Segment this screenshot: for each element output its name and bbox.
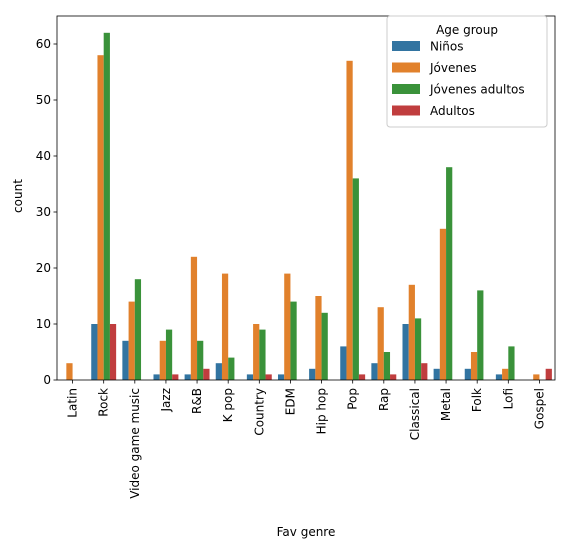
y-tick-label: 20 bbox=[36, 261, 51, 275]
bar bbox=[470, 352, 478, 380]
bar bbox=[197, 340, 204, 380]
x-tick-label: K pop bbox=[221, 388, 235, 422]
bar bbox=[502, 368, 509, 380]
bar bbox=[159, 340, 166, 380]
bar bbox=[545, 368, 552, 380]
legend-label: Niños bbox=[430, 40, 464, 54]
y-tick-label: 0 bbox=[43, 373, 51, 387]
bar bbox=[433, 368, 440, 380]
bar bbox=[402, 324, 409, 380]
bar bbox=[414, 318, 422, 380]
bar bbox=[358, 374, 366, 380]
y-tick-label: 10 bbox=[36, 317, 51, 331]
x-tick-label: Gospel bbox=[532, 388, 546, 429]
x-tick-label: Lofi bbox=[501, 388, 515, 409]
bar bbox=[284, 273, 291, 380]
legend: Age group Niños Jóvenes Jóvenes adultos Adu… bbox=[386, 15, 548, 128]
bar bbox=[203, 368, 210, 380]
bar bbox=[408, 284, 415, 380]
y-tick-label: 50 bbox=[36, 93, 51, 107]
bar bbox=[377, 307, 384, 380]
x-tick-label: Video game music bbox=[128, 388, 142, 499]
y-tick-label: 40 bbox=[36, 149, 51, 163]
bar bbox=[172, 374, 179, 380]
bar bbox=[315, 296, 322, 380]
x-tick-label: Folk bbox=[470, 388, 484, 412]
legend-label: Adultos bbox=[430, 104, 475, 118]
bar bbox=[290, 301, 297, 380]
bar bbox=[352, 178, 359, 380]
bar bbox=[321, 312, 328, 380]
bar bbox=[439, 228, 447, 380]
bars-layer bbox=[66, 32, 552, 381]
x-tick-label: Hip hop bbox=[315, 388, 329, 434]
bar bbox=[446, 167, 453, 380]
bar bbox=[109, 324, 117, 380]
bar bbox=[246, 374, 254, 380]
legend-items: Niños Jóvenes Jóvenes adultos Adultos bbox=[392, 40, 525, 118]
x-tick-label: EDM bbox=[283, 388, 297, 415]
bar bbox=[265, 374, 272, 380]
legend-frame bbox=[386, 15, 548, 128]
legend-swatch bbox=[392, 105, 420, 116]
bar bbox=[533, 374, 540, 380]
legend-label: Jóvenes bbox=[429, 61, 477, 75]
bar bbox=[340, 346, 347, 380]
bar bbox=[134, 279, 142, 380]
x-tick-label: Metal bbox=[439, 388, 453, 421]
bar bbox=[253, 324, 260, 380]
bar bbox=[346, 60, 353, 381]
y-tick-label: 30 bbox=[36, 205, 51, 219]
legend-label: Jóvenes adultos bbox=[429, 83, 525, 97]
x-tick-label: R&B bbox=[190, 388, 204, 414]
bar bbox=[421, 363, 428, 380]
x-axis-label: Fav genre bbox=[277, 525, 336, 539]
bar bbox=[153, 374, 160, 380]
bar bbox=[190, 256, 198, 380]
bar bbox=[390, 374, 397, 380]
bar bbox=[508, 346, 515, 380]
x-tick-label: Jazz bbox=[159, 388, 173, 413]
bar bbox=[215, 363, 222, 380]
legend-title: Age group bbox=[436, 23, 498, 37]
x-tick-label: Rap bbox=[377, 388, 391, 411]
bar bbox=[309, 368, 316, 380]
y-tick-label: 60 bbox=[36, 37, 51, 51]
axes-layer: 0 10 20 30 40 50 60 Latin Rock Video game music Ja… bbox=[36, 15, 556, 499]
bar bbox=[103, 32, 110, 381]
legend-swatch bbox=[392, 84, 420, 94]
legend-swatch bbox=[392, 62, 420, 73]
bar bbox=[371, 363, 378, 380]
bar bbox=[128, 301, 135, 380]
plot-frame bbox=[56, 15, 556, 381]
bar bbox=[228, 357, 235, 380]
bar bbox=[122, 340, 129, 380]
bar bbox=[221, 273, 229, 380]
legend-swatch bbox=[392, 41, 420, 51]
bar bbox=[477, 290, 484, 380]
y-axis-label: count bbox=[11, 179, 25, 213]
bar bbox=[495, 374, 503, 380]
x-tick-label: Pop bbox=[346, 388, 360, 410]
x-tick-label: Classical bbox=[408, 388, 422, 440]
bar bbox=[66, 363, 73, 380]
bar bbox=[184, 374, 191, 380]
bar bbox=[91, 324, 98, 380]
x-tick-label: Latin bbox=[66, 388, 80, 418]
bar bbox=[97, 55, 104, 380]
x-tick-label: Rock bbox=[97, 388, 111, 417]
x-tick-label: Country bbox=[252, 388, 266, 436]
bar bbox=[277, 374, 285, 380]
bar bbox=[165, 329, 173, 380]
bar bbox=[259, 329, 266, 380]
bar bbox=[464, 368, 471, 380]
bar bbox=[383, 352, 391, 380]
